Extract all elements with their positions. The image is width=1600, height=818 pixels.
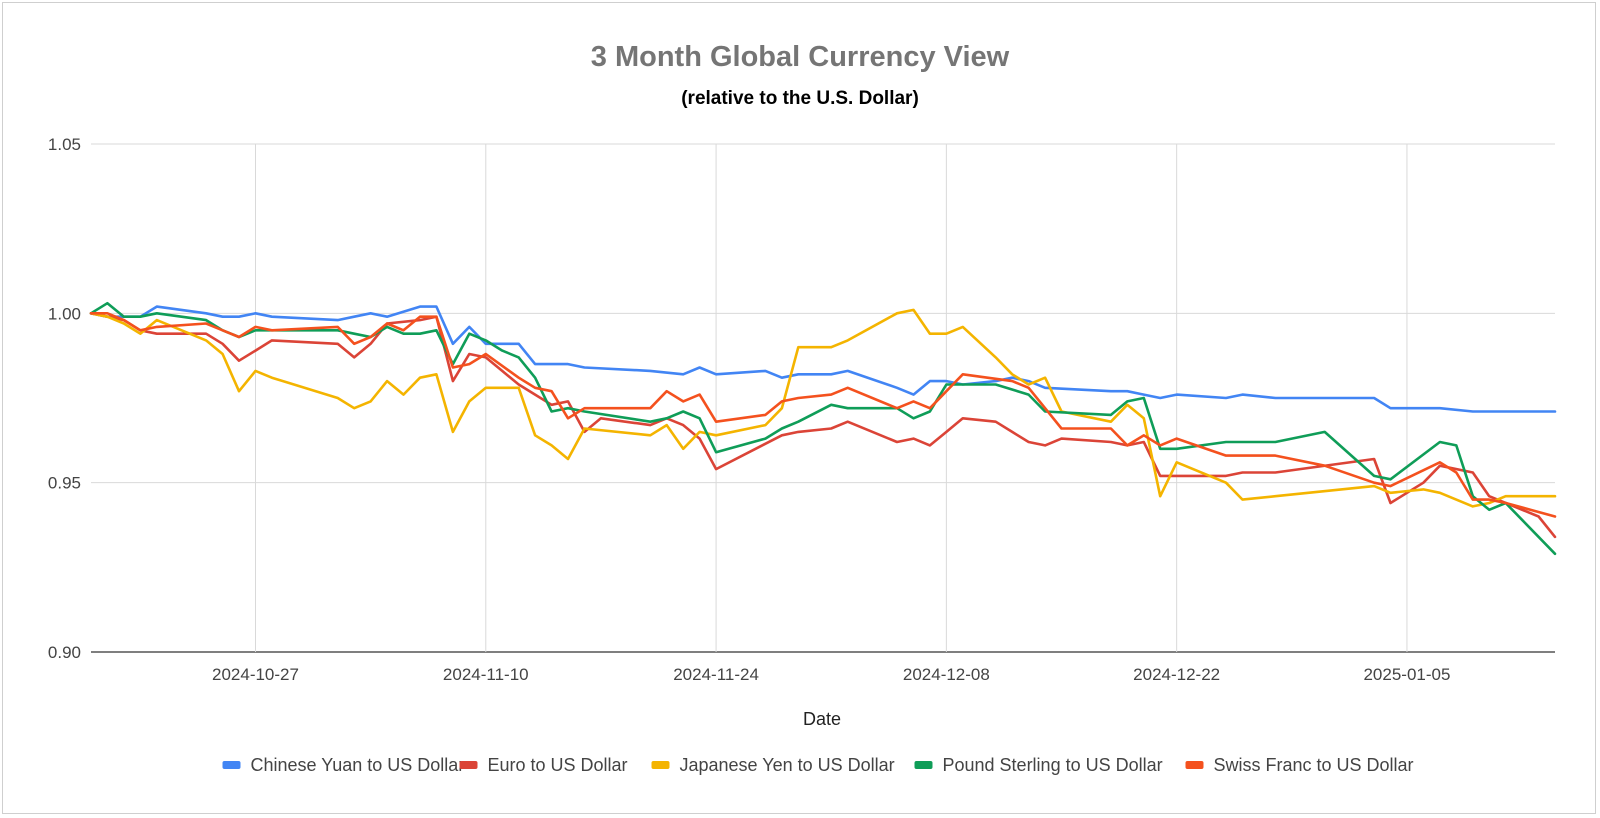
grid-layer: 0.90 0.95 1.00 1.05 2024-10-27 2024-11-10 2024… [48,135,1555,684]
series-line-2 [89,312,1557,539]
y-tick-label: 0.90 [48,643,81,662]
x-tick-label: 2025-01-05 [1363,665,1450,684]
x-tick-label: 2024-12-08 [903,665,990,684]
series-line-5 [89,312,1557,518]
series-line-1 [89,305,1557,413]
chart-title: 3 Month Global Currency View [591,41,1010,73]
y-tick-label: 0.95 [48,474,81,493]
legend-swatch [914,761,933,769]
x-tick-label: 2024-12-22 [1133,665,1220,684]
legend-swatch [222,761,241,769]
series-line-4 [89,301,1557,556]
legend-label: Euro to US Dollar [488,755,628,775]
legend-label: Japanese Yen to US Dollar [680,755,895,775]
legend-swatch [459,761,478,769]
legend-label: Chinese Yuan to US Dollar [251,755,465,775]
legend: Chinese Yuan to US Dollar Euro to US Doll… [222,755,1414,775]
legend-label: Pound Sterling to US Dollar [943,755,1163,775]
x-tick-label: 2024-10-27 [212,665,299,684]
x-tick-label: 2024-11-10 [443,665,529,684]
y-tick-label: 1.05 [48,135,81,154]
legend-label: Swiss Franc to US Dollar [1214,755,1414,775]
x-tick-label: 2024-11-24 [673,665,759,684]
legend-swatch [651,761,670,769]
y-tick-label: 1.00 [48,304,81,323]
x-axis-title: Date [803,709,841,729]
legend-swatch [1185,761,1204,769]
chart-subtitle: (relative to the U.S. Dollar) [681,88,919,109]
series-line-3 [89,308,1557,508]
series-layer [89,301,1557,556]
